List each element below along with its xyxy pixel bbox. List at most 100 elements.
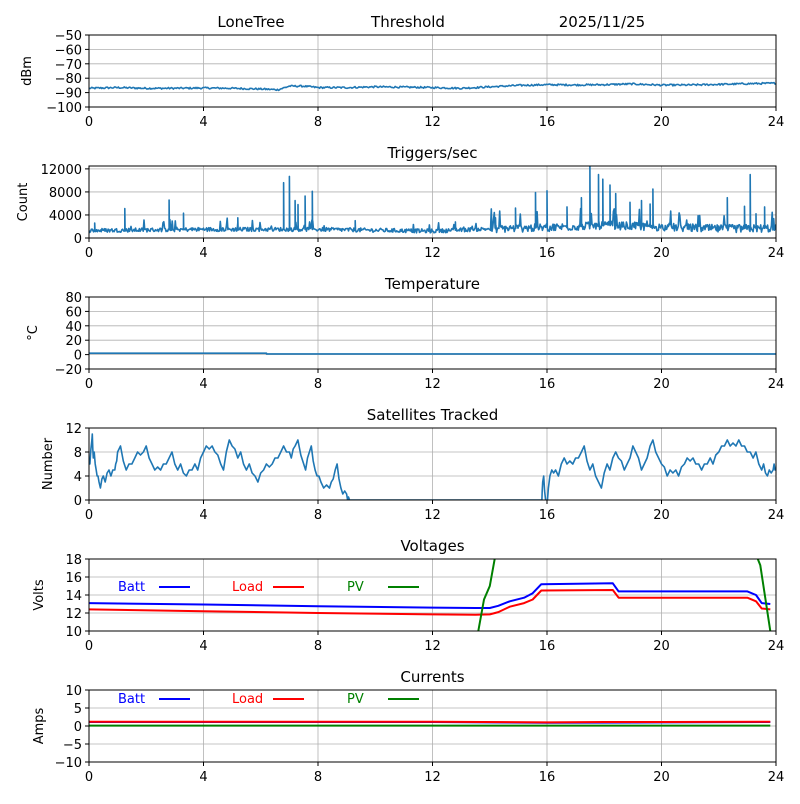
y-tick-label: 4000 — [49, 209, 82, 224]
x-tick-label: 20 — [653, 246, 670, 261]
y-tick-label: 0 — [74, 720, 82, 735]
x-tick-label: 8 — [314, 115, 322, 130]
y-tick-label: 12000 — [41, 163, 82, 178]
header-mode: Threshold — [370, 13, 445, 31]
plot-area — [89, 352, 776, 355]
y-tick-label: −90 — [55, 87, 82, 102]
y-axis-label: Number — [41, 437, 56, 490]
x-tick-label: 24 — [768, 770, 785, 785]
header-station: LoneTree — [217, 13, 284, 31]
y-tick-label: 20 — [65, 334, 82, 349]
panel-title: Satellites Tracked — [367, 406, 498, 424]
panel-title: Voltages — [400, 537, 464, 555]
y-tick-label: 12 — [65, 422, 82, 437]
header-date: 2025/11/25 — [559, 13, 645, 31]
legend-label-batt: Batt — [118, 580, 145, 595]
plot-area — [89, 433, 776, 500]
y-tick-label: 16 — [65, 571, 82, 586]
panel-signal: 0 4 8 12 16 20 24 −100−90−80−70−60−50 dBm — [20, 29, 784, 130]
plot-area — [89, 81, 776, 92]
x-tick-label: 16 — [539, 770, 556, 785]
y-tick-label: 0 — [74, 349, 82, 364]
y-tick-label: 8 — [74, 446, 82, 461]
x-tick-label: 12 — [424, 115, 441, 130]
series-line-satellites — [89, 433, 776, 500]
y-tick-label: −50 — [55, 29, 82, 44]
x-tick-label: 20 — [653, 639, 670, 654]
y-tick-label: 0 — [74, 494, 82, 509]
y-tick-label: 4 — [74, 470, 82, 485]
plot-area — [89, 559, 772, 631]
x-tick-label: 4 — [199, 115, 207, 130]
series-line-temperature — [89, 352, 776, 355]
x-tick-label: 20 — [653, 770, 670, 785]
series-line-load — [89, 720, 771, 724]
y-tick-label: 18 — [65, 553, 82, 568]
x-tick-label: 0 — [85, 639, 93, 654]
series-line-batt — [89, 582, 771, 609]
x-tick-label: 12 — [424, 377, 441, 392]
legend-label-load: Load — [232, 692, 263, 707]
x-tick-label: 4 — [199, 508, 207, 523]
y-tick-label: −70 — [55, 58, 82, 73]
x-tick-label: 12 — [424, 508, 441, 523]
series-line-pv — [477, 559, 772, 631]
y-tick-label: −100 — [46, 101, 82, 116]
x-tick-label: 16 — [539, 246, 556, 261]
y-axis-label: °C — [26, 325, 41, 341]
x-tick-label: 4 — [199, 246, 207, 261]
y-tick-label: 8000 — [49, 186, 82, 201]
y-tick-label: 14 — [65, 589, 82, 604]
x-tick-label: 24 — [768, 639, 785, 654]
x-tick-label: 8 — [314, 508, 322, 523]
x-tick-label: 0 — [85, 246, 93, 261]
x-tick-label: 16 — [539, 508, 556, 523]
series-line-load — [89, 589, 771, 616]
series-line-triggers — [89, 166, 776, 234]
legend-label-load: Load — [232, 580, 263, 595]
x-tick-label: 20 — [653, 377, 670, 392]
x-tick-label: 20 — [653, 115, 670, 130]
x-tick-label: 4 — [199, 639, 207, 654]
x-tick-label: 16 — [539, 377, 556, 392]
x-tick-label: 0 — [85, 115, 93, 130]
series-line-signal — [89, 81, 776, 92]
x-tick-label: 20 — [653, 508, 670, 523]
panel-title: Temperature — [384, 275, 480, 293]
x-tick-label: 4 — [199, 770, 207, 785]
x-tick-label: 16 — [539, 639, 556, 654]
y-axis-label: dBm — [20, 56, 35, 86]
x-tick-label: 8 — [314, 246, 322, 261]
y-tick-label: 80 — [65, 291, 82, 306]
panel-title: Triggers/sec — [387, 144, 478, 162]
x-tick-label: 24 — [768, 508, 785, 523]
x-tick-label: 16 — [539, 115, 556, 130]
y-axis-label: Amps — [32, 707, 47, 744]
x-tick-label: 12 — [424, 246, 441, 261]
x-tick-label: 24 — [768, 377, 785, 392]
y-tick-label: −20 — [55, 363, 82, 378]
y-tick-label: −80 — [55, 72, 82, 87]
y-tick-label: 10 — [65, 625, 82, 640]
y-tick-label: 60 — [65, 305, 82, 320]
legend-label-pv: PV — [347, 580, 364, 595]
x-tick-label: 0 — [85, 770, 93, 785]
y-tick-label: 12 — [65, 607, 82, 622]
x-tick-label: 12 — [424, 639, 441, 654]
x-tick-label: 12 — [424, 770, 441, 785]
x-tick-label: 4 — [199, 377, 207, 392]
y-axis-label: Count — [16, 183, 31, 222]
y-axis-label: Volts — [32, 579, 47, 611]
legend-label-batt: Batt — [118, 692, 145, 707]
plot-area — [89, 720, 771, 727]
plot-area — [89, 166, 776, 234]
x-tick-label: 0 — [85, 508, 93, 523]
x-tick-label: 8 — [314, 639, 322, 654]
panel-satellites: 0 4 8 12 16 20 24 0 4 8 12 Satellites Tracked Number — [41, 406, 784, 523]
x-tick-label: 0 — [85, 377, 93, 392]
y-tick-label: 5 — [74, 702, 82, 717]
y-tick-label: 10 — [65, 684, 82, 699]
panel-title: Currents — [400, 668, 464, 686]
